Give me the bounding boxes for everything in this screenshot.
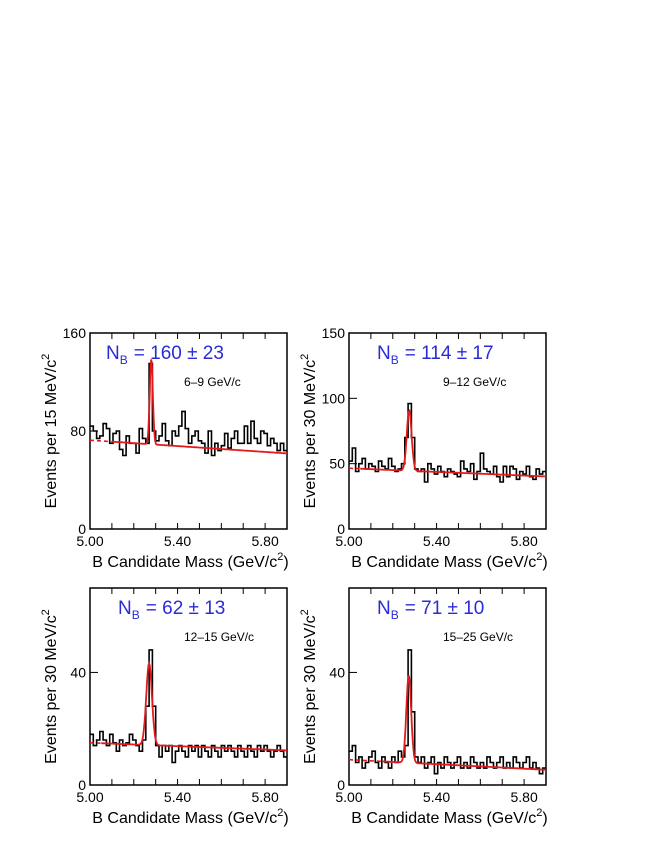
signal-yield-annotation: NB = 114 ± 17: [377, 343, 494, 367]
plot-frame: [348, 587, 547, 786]
histogram-steps: [90, 362, 287, 457]
y-tick-label: 40: [70, 664, 86, 680]
y-tick-label: 0: [78, 521, 86, 537]
pt-range-label: 6–9 GeV/c: [184, 375, 241, 389]
histogram-steps: [349, 649, 546, 775]
chart-panel-4: 0 40 5.00 5.40 5.80 B Candidate Mass (GeV/c2)…: [299, 587, 548, 827]
y-tick-label: 100: [322, 390, 346, 406]
x-axis-label: B Candidate Mass (GeV/c2): [351, 807, 547, 827]
x-axis-label: B Candidate Mass (GeV/c2): [92, 807, 288, 827]
x-tick-label: 5.40: [164, 789, 191, 805]
y-tick-label: 50: [329, 456, 345, 472]
fit-curve: [112, 359, 287, 455]
x-tick-label: 5.80: [510, 789, 537, 805]
plot-frame: [348, 332, 547, 530]
y-axis-label: Events per 15 MeV/c2: [40, 354, 60, 509]
x-tick-label: 5.40: [423, 789, 450, 805]
chart-panel-1: 0 80 160 5.00 5.40 5.80 B Candidate Mass (GeV/…: [40, 325, 289, 571]
chart-panel-3: 0 40 5.00 5.40 5.80 B Candidate Mass (GeV/c2)…: [40, 587, 289, 827]
fit-curve-sideband: [348, 467, 360, 470]
fit-curve: [381, 675, 546, 771]
y-axis-label: Events per 30 MeV/c2: [299, 354, 319, 509]
x-tick-label: 5.00: [76, 789, 103, 805]
x-tick-label: 5.40: [423, 533, 450, 549]
fit-curve: [360, 408, 547, 478]
x-tick-label: 5.00: [76, 533, 103, 549]
signal-yield-annotation: NB = 160 ± 23: [106, 343, 224, 367]
pt-range-label: 9–12 GeV/c: [443, 375, 506, 389]
x-tick-label: 5.00: [335, 533, 362, 549]
signal-yield-annotation: NB = 62 ± 13: [118, 598, 225, 622]
x-axis-label: B Candidate Mass (GeV/c2): [351, 551, 547, 571]
signal-yield-annotation: NB = 71 ± 10: [377, 598, 484, 622]
y-tick-label: 0: [337, 777, 345, 793]
y-tick-label: 0: [78, 777, 86, 793]
histogram-steps: [90, 649, 287, 764]
chart-panel-2: 0 50 100 150 5.00 5.40 5.80 B Candidate Mass (G…: [299, 325, 548, 571]
pt-range-label: 12–15 GeV/c: [184, 630, 254, 644]
y-tick-label: 40: [329, 664, 345, 680]
y-axis-label: Events per 30 MeV/c2: [40, 609, 60, 764]
pt-range-label: 15–25 GeV/c: [443, 630, 513, 644]
x-tick-label: 5.80: [251, 533, 278, 549]
plot-frame: [89, 587, 288, 786]
fit-curve-sideband: [90, 439, 112, 443]
x-tick-label: 5.00: [335, 789, 362, 805]
x-tick-label: 5.40: [164, 533, 191, 549]
x-axis-label: B Candidate Mass (GeV/c2): [92, 551, 288, 571]
y-axis-label: Events per 30 MeV/c2: [299, 609, 319, 764]
fit-curve-sideband: [349, 758, 382, 763]
y-tick-label: 0: [337, 521, 345, 537]
fit-curve: [101, 660, 287, 752]
y-tick-label: 160: [63, 325, 87, 341]
y-tick-label: 80: [70, 423, 86, 439]
x-tick-label: 5.80: [251, 789, 278, 805]
y-tick-label: 150: [322, 325, 346, 341]
x-tick-label: 5.80: [510, 533, 537, 549]
